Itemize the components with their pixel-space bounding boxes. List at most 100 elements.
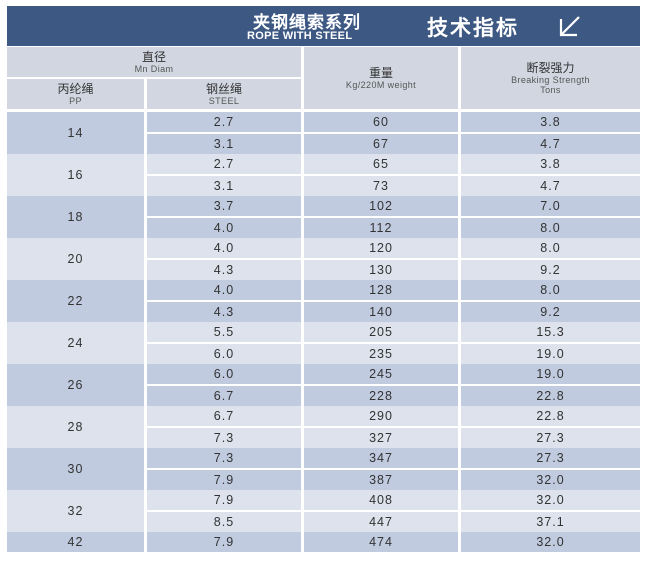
- weight-cell: 205: [304, 322, 458, 342]
- strength-cell: 4.7: [461, 134, 640, 154]
- strength-cell: 32.0: [461, 532, 640, 552]
- weight-cell: 102: [304, 196, 458, 216]
- steel-cell: 3.1: [147, 134, 301, 154]
- spec-heading: 技术指标: [427, 16, 519, 40]
- header-weight-en: Kg/220M weight: [345, 79, 417, 90]
- weight-cell-value: 73: [373, 179, 389, 193]
- weight-cell-value: 387: [369, 473, 393, 487]
- strength-cell: 8.0: [461, 280, 640, 300]
- weight-cell-value: 235: [369, 347, 393, 361]
- strength-cell: 19.0: [461, 364, 640, 384]
- pp-cell-value: 24: [67, 336, 84, 350]
- steel-cell: 3.1: [147, 176, 301, 196]
- title-banner: 夹钢绳索系列 ROPE WITH STEEL 技术指标: [7, 6, 640, 46]
- weight-cell: 112: [304, 218, 458, 238]
- strength-cell-value: 22.8: [536, 389, 565, 403]
- strength-cell: 9.2: [461, 302, 640, 322]
- steel-cell: 6.7: [147, 386, 301, 406]
- weight-cell: 120: [304, 238, 458, 258]
- steel-cell-value: 7.9: [213, 473, 235, 487]
- header-diameter: 直径 Mn Diam: [7, 47, 301, 77]
- header-strength-en: Breaking Strength: [511, 74, 590, 85]
- strength-cell-value: 8.0: [540, 221, 561, 235]
- weight-cell-value: 60: [373, 115, 389, 129]
- weight-cell: 130: [304, 260, 458, 280]
- steel-cell: 3.7: [147, 196, 301, 216]
- strength-cell-value: 4.7: [540, 137, 561, 151]
- strength-cell-value: 9.2: [540, 305, 561, 319]
- weight-cell: 245: [304, 364, 458, 384]
- weight-cell-value: 347: [369, 451, 393, 465]
- steel-cell: 4.3: [147, 260, 301, 280]
- title-cn: 夹钢绳索系列: [253, 13, 361, 33]
- weight-cell: 387: [304, 470, 458, 490]
- pp-cell: 30: [7, 448, 144, 490]
- steel-cell-value: 4.3: [213, 305, 235, 319]
- steel-cell: 7.3: [147, 448, 301, 468]
- steel-cell-value: 3.1: [213, 137, 235, 151]
- pp-cell: 16: [7, 154, 144, 196]
- pp-cell-value: 30: [67, 462, 84, 476]
- steel-cell: 4.0: [147, 218, 301, 238]
- pp-cell: 18: [7, 196, 144, 238]
- weight-cell-value: 474: [369, 535, 393, 549]
- strength-cell-value: 9.2: [540, 263, 561, 277]
- weight-cell: 73: [304, 176, 458, 196]
- header-strength-unit: Tons: [540, 84, 561, 95]
- weight-cell: 65: [304, 154, 458, 174]
- weight-cell: 290: [304, 406, 458, 426]
- weight-cell-value: 205: [369, 325, 393, 339]
- steel-cell-value: 6.0: [213, 347, 235, 361]
- steel-cell-value: 4.0: [213, 241, 235, 255]
- title-en: ROPE WITH STEEL: [247, 30, 353, 42]
- strength-cell-value: 37.1: [536, 515, 565, 529]
- weight-cell-value: 67: [373, 137, 389, 151]
- diagonal-arrow-icon: [559, 16, 580, 37]
- steel-cell-value: 7.9: [213, 493, 235, 507]
- header-steel: 钢丝绳 STEEL: [147, 79, 301, 109]
- header-weight: 重量 Kg/220M weight: [304, 47, 458, 109]
- strength-cell: 37.1: [461, 512, 640, 532]
- header-diameter-cn: 直径: [141, 49, 166, 64]
- header-pp-en: PP: [69, 95, 82, 106]
- steel-cell-value: 4.0: [213, 283, 235, 297]
- header-strength: 断裂强力 Breaking Strength Tons: [461, 47, 640, 109]
- pp-cell: 24: [7, 322, 144, 364]
- weight-cell-value: 120: [369, 241, 393, 255]
- pp-cell-value: 22: [67, 294, 84, 308]
- weight-cell: 128: [304, 280, 458, 300]
- weight-cell-value: 128: [369, 283, 393, 297]
- weight-cell: 347: [304, 448, 458, 468]
- weight-cell-value: 228: [369, 389, 393, 403]
- strength-cell-value: 7.0: [540, 199, 561, 213]
- steel-cell-value: 3.7: [213, 199, 235, 213]
- weight-cell-value: 130: [369, 263, 393, 277]
- weight-cell-value: 102: [369, 199, 393, 213]
- weight-cell: 447: [304, 512, 458, 532]
- header-steel-en: STEEL: [208, 95, 240, 106]
- weight-cell-value: 447: [369, 515, 393, 529]
- strength-cell: 22.8: [461, 406, 640, 426]
- strength-cell-value: 19.0: [536, 367, 565, 381]
- header-strength-cn: 断裂强力: [526, 60, 575, 75]
- strength-cell: 27.3: [461, 448, 640, 468]
- pp-cell-value: 18: [67, 210, 84, 224]
- steel-cell-value: 8.5: [213, 515, 235, 529]
- steel-cell: 6.0: [147, 344, 301, 364]
- steel-cell-value: 3.1: [213, 179, 235, 193]
- weight-cell: 228: [304, 386, 458, 406]
- steel-cell-value: 7.3: [213, 431, 235, 445]
- strength-cell: 3.8: [461, 154, 640, 174]
- pp-cell: 20: [7, 238, 144, 280]
- strength-cell: 27.3: [461, 428, 640, 448]
- header-weight-cn: 重量: [368, 65, 393, 80]
- steel-cell-value: 7.9: [213, 535, 235, 549]
- steel-cell-value: 6.7: [213, 409, 235, 423]
- strength-cell-value: 3.8: [540, 115, 561, 129]
- strength-cell-value: 8.0: [540, 283, 561, 297]
- strength-cell-value: 19.0: [536, 347, 565, 361]
- strength-cell-value: 32.0: [536, 473, 565, 487]
- steel-cell: 7.9: [147, 490, 301, 510]
- strength-cell: 22.8: [461, 386, 640, 406]
- steel-cell-value: 6.7: [213, 389, 235, 403]
